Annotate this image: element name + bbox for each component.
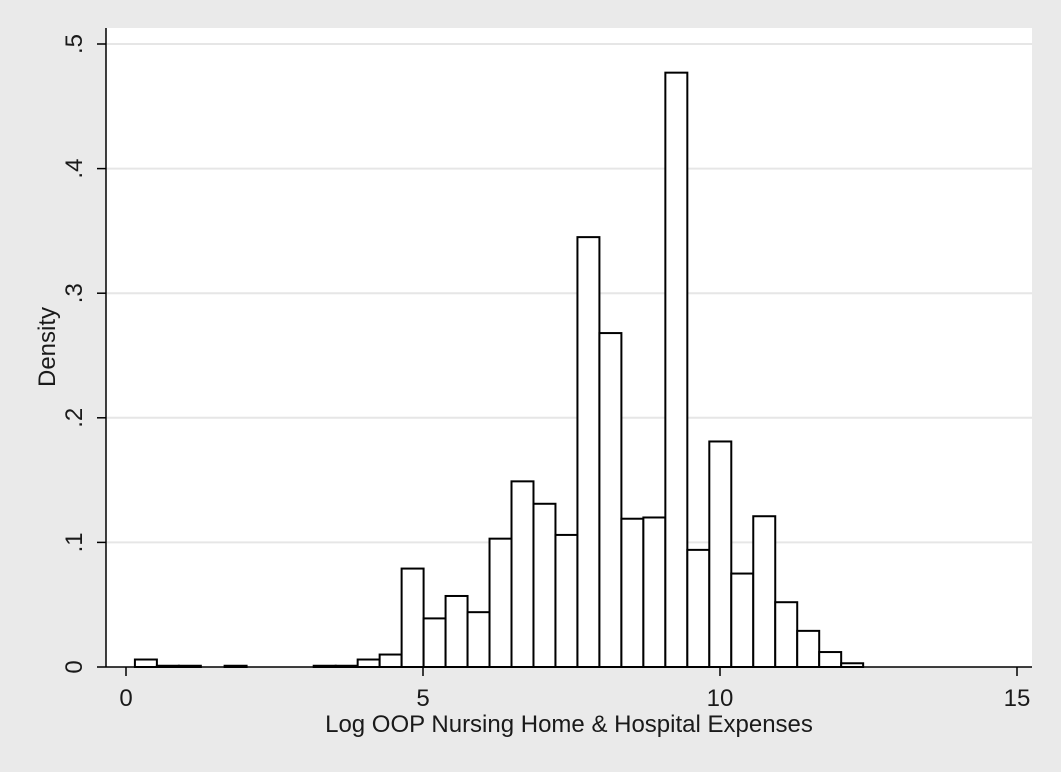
x-tick-label: 15: [1004, 685, 1031, 712]
histogram-bar: [708, 440, 733, 668]
bars: [133, 71, 865, 669]
gridlines: [106, 43, 1032, 544]
histogram-bar: [356, 658, 381, 668]
x-tick-label: 10: [707, 685, 734, 712]
y-tick-label: .4: [61, 159, 88, 179]
histogram-bar: [686, 548, 711, 668]
histogram-bar: [576, 236, 601, 668]
x-axis-label: Log OOP Nursing Home & Hospital Expenses: [325, 711, 813, 738]
histogram-bar: [510, 480, 535, 669]
y-axis-label: Density: [34, 307, 61, 387]
x-tick-label: 0: [119, 685, 132, 712]
y-tick-label: .3: [61, 283, 88, 303]
histogram-bar: [620, 517, 645, 669]
x-axis-ticks: 0 5 10 15: [119, 667, 1030, 712]
histogram-bar: [752, 515, 777, 669]
histogram-bar: [133, 658, 158, 668]
histogram-bar: [796, 629, 821, 669]
histogram-bar: [444, 594, 469, 669]
y-tick-label: .2: [61, 408, 88, 428]
histogram-bar: [664, 71, 689, 668]
histogram-bar: [488, 537, 513, 668]
histogram-bar: [554, 533, 579, 669]
histogram-bar: [774, 601, 799, 669]
histogram-bar: [466, 611, 491, 669]
histogram-bar: [378, 653, 403, 668]
y-tick-label: 0: [61, 660, 88, 673]
histogram-bar: [730, 572, 755, 668]
histogram-bar: [598, 332, 623, 668]
x-tick-label: 5: [416, 685, 429, 712]
axes: [105, 28, 1032, 668]
histogram-bar: [422, 617, 447, 669]
y-axis-ticks: 0 .1 .2 .3 .4 .5: [61, 34, 106, 674]
histogram-bar: [532, 502, 557, 668]
histogram-bar: [818, 651, 843, 668]
histogram-bar: [642, 516, 667, 668]
y-tick-label: .1: [61, 532, 88, 552]
y-tick-label: .5: [61, 34, 88, 54]
histogram-bar: [400, 567, 425, 668]
